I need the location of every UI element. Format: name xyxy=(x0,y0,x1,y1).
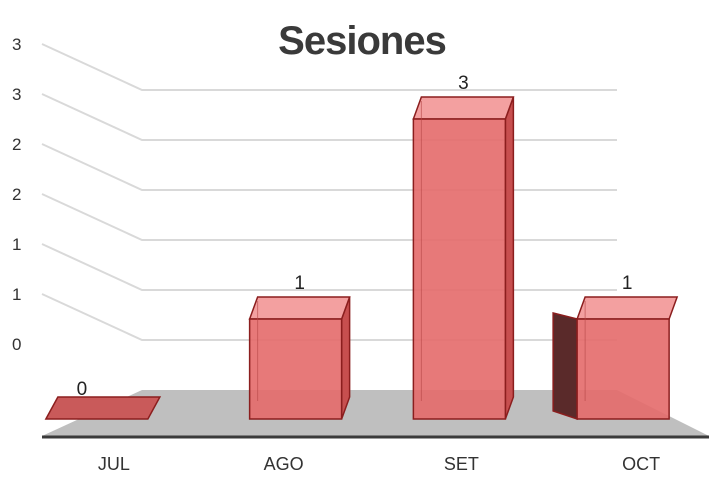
data-label: 1 xyxy=(294,273,305,294)
gridlines xyxy=(41,43,617,341)
category-label: AGO xyxy=(264,454,304,474)
y-tick-label: 0 xyxy=(12,335,21,354)
category-label: OCT xyxy=(622,454,660,474)
bar-top xyxy=(248,296,351,320)
bar-front xyxy=(248,318,343,420)
gridline xyxy=(41,243,617,291)
y-tick-label: 1 xyxy=(12,285,21,304)
bar-top xyxy=(412,96,515,120)
bar-jul xyxy=(44,396,162,420)
bar-side xyxy=(504,96,515,420)
chart-title: Sesiones xyxy=(278,19,446,63)
data-label: 0 xyxy=(77,379,88,400)
bar-top xyxy=(576,296,679,320)
bars xyxy=(44,96,679,421)
bar-oct xyxy=(552,296,679,421)
y-tick-label: 2 xyxy=(12,185,21,204)
bar-front xyxy=(576,318,670,420)
bar-flat xyxy=(44,396,162,420)
floor-plane xyxy=(42,390,709,436)
gridline xyxy=(41,193,617,241)
y-tick-label: 3 xyxy=(12,85,21,104)
gridline xyxy=(41,43,617,91)
bar-ago xyxy=(248,296,351,420)
y-tick-label: 3 xyxy=(12,35,21,54)
gridline xyxy=(41,93,617,141)
data-label: 1 xyxy=(622,273,633,294)
y-axis-ticks: 0 1 1 2 2 3 3 xyxy=(12,35,21,354)
y-tick-label: 2 xyxy=(12,135,21,154)
category-label: SET xyxy=(444,454,479,474)
bar-set xyxy=(412,96,515,420)
bar-front xyxy=(412,118,507,420)
category-label: JUL xyxy=(98,454,130,474)
bar-side xyxy=(552,312,578,421)
gridline xyxy=(41,143,617,191)
data-labels: 0 1 3 1 xyxy=(77,73,633,400)
chart-floor xyxy=(42,390,709,439)
data-label: 3 xyxy=(458,73,469,94)
y-tick-label: 1 xyxy=(12,235,21,254)
x-axis-categories: JUL AGO SET OCT xyxy=(98,454,660,474)
